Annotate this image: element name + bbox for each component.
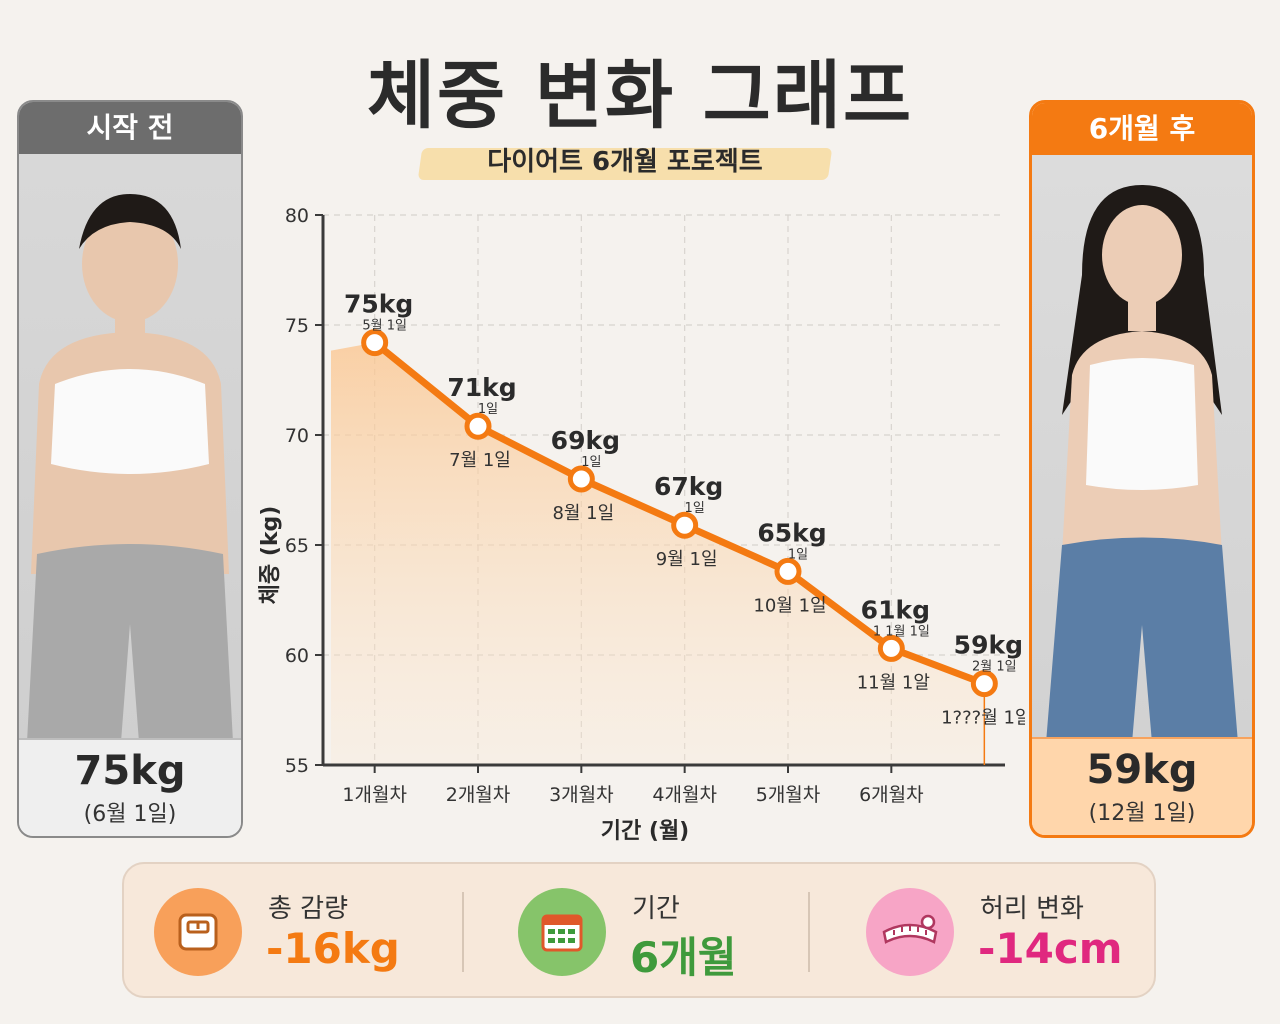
before-person-silhouette [27,194,233,742]
point-date-label-top: 5월 1일 [362,319,407,334]
before-weight: 75kg [74,748,186,794]
y-tick-label: 80 [285,205,309,227]
x-tick-label: 2개월차 [446,784,511,806]
x-tick-label: 1개월차 [342,784,407,806]
area-fill [331,342,985,765]
stat-total-loss-value: -16kg [266,924,400,973]
after-weight: 59kg [1086,747,1198,793]
weight-line-chart: 55 60 65 70 75 80 1개월차 2개월차 3개월차 4개월차 5개월차 6개월차 75… [258,205,1025,844]
stat-total-loss-label: 총 감량 [268,894,349,924]
stat-period-label: 기간 [632,894,680,924]
point-date-label-top: 1 1월 1일 [873,624,930,639]
after-person-silhouette [1046,185,1238,743]
data-point [970,670,998,698]
data-point [671,511,699,539]
data-point [464,412,492,440]
data-point [361,329,389,357]
point-value-label: 75kg [344,290,413,319]
after-card-footer: 59kg (12월 1일) [1032,737,1252,835]
x-axis-label: 기간 (월) [601,819,690,844]
x-tick-label: 5개월차 [756,784,821,806]
point-date-label-bottom: 1???월 1알 [941,708,1025,729]
point-date-label-top: 1일 [788,547,808,562]
point-date-label-top: 2월 1일 [972,660,1017,675]
point-value-label: 71kg [447,373,516,402]
point-date-label-bottom: 8월 1일 [552,503,614,524]
point-date-label-bottom: 10월 1일 [753,595,826,616]
point-value-label: 69kg [551,426,620,455]
point-date-label-top: 1일 [685,501,705,516]
after-date: (12월 1일) [1088,801,1196,826]
y-axis-label: 체중 (kg) [258,506,283,605]
before-card-header: 시작 전 [19,102,241,154]
y-tick-label: 60 [285,645,309,667]
data-point [774,557,802,585]
subtitle-banner: 다이어트 6개월 포로젝트 [417,142,833,182]
after-card: 6개월 후 59kg (12월 1일) [1029,100,1255,838]
x-tick-labels: 1개월차 2개월차 3개월차 4개월차 5개월차 6개월차 [342,765,924,806]
point-value-label: 61kg [861,595,930,624]
point-date-label-bottom: 9월 1일 [656,549,718,570]
data-point [567,465,595,493]
point-value-label: 67kg [654,472,723,501]
summary-divider [462,892,464,972]
x-tick-label: 3개월차 [549,784,614,806]
summary-divider [808,892,810,972]
y-tick-label: 70 [285,425,309,447]
calendar-icon [518,888,606,976]
summary-panel: 총 감량 -16kg 기간 6개월 [122,862,1156,998]
subtitle: 다이어트 6개월 포로젝트 [487,147,763,177]
point-value-label: 65kg [757,518,826,547]
before-card: 시작 전 75kg (6월 1일) [17,100,243,838]
stat-waist-label: 허리 변화 [980,894,1084,924]
y-tick-label: 75 [285,315,309,337]
point-date-label-bottom: 7월 1일 [449,450,511,471]
series-line [361,329,998,698]
y-tick-label: 65 [285,535,309,557]
point-date-label-bottom: 11월 1알 [857,672,930,693]
y-tick-labels: 55 60 65 70 75 80 [285,205,323,777]
after-card-header: 6개월 후 [1032,103,1252,155]
after-photo [1032,155,1252,743]
tape-measure-icon [866,888,954,976]
point-date-label-top: 1일 [478,402,498,417]
stat-period-value: 6개월 [630,933,737,982]
chart-area-fill [331,342,985,765]
data-point [877,634,905,662]
scale-icon [154,888,242,976]
before-card-footer: 75kg (6월 1일) [19,738,241,836]
x-tick-label: 4개월차 [652,784,717,806]
point-value-label: 59kg [954,631,1023,660]
before-date: (6월 1일) [83,802,177,827]
page-title: 체중 변화 그래프 [366,53,914,139]
before-photo [19,154,241,742]
point-date-label-top: 1일 [581,455,601,470]
y-tick-label: 55 [285,755,309,777]
x-tick-label: 6개월차 [859,784,924,806]
stat-waist-value: -14cm [978,924,1123,973]
